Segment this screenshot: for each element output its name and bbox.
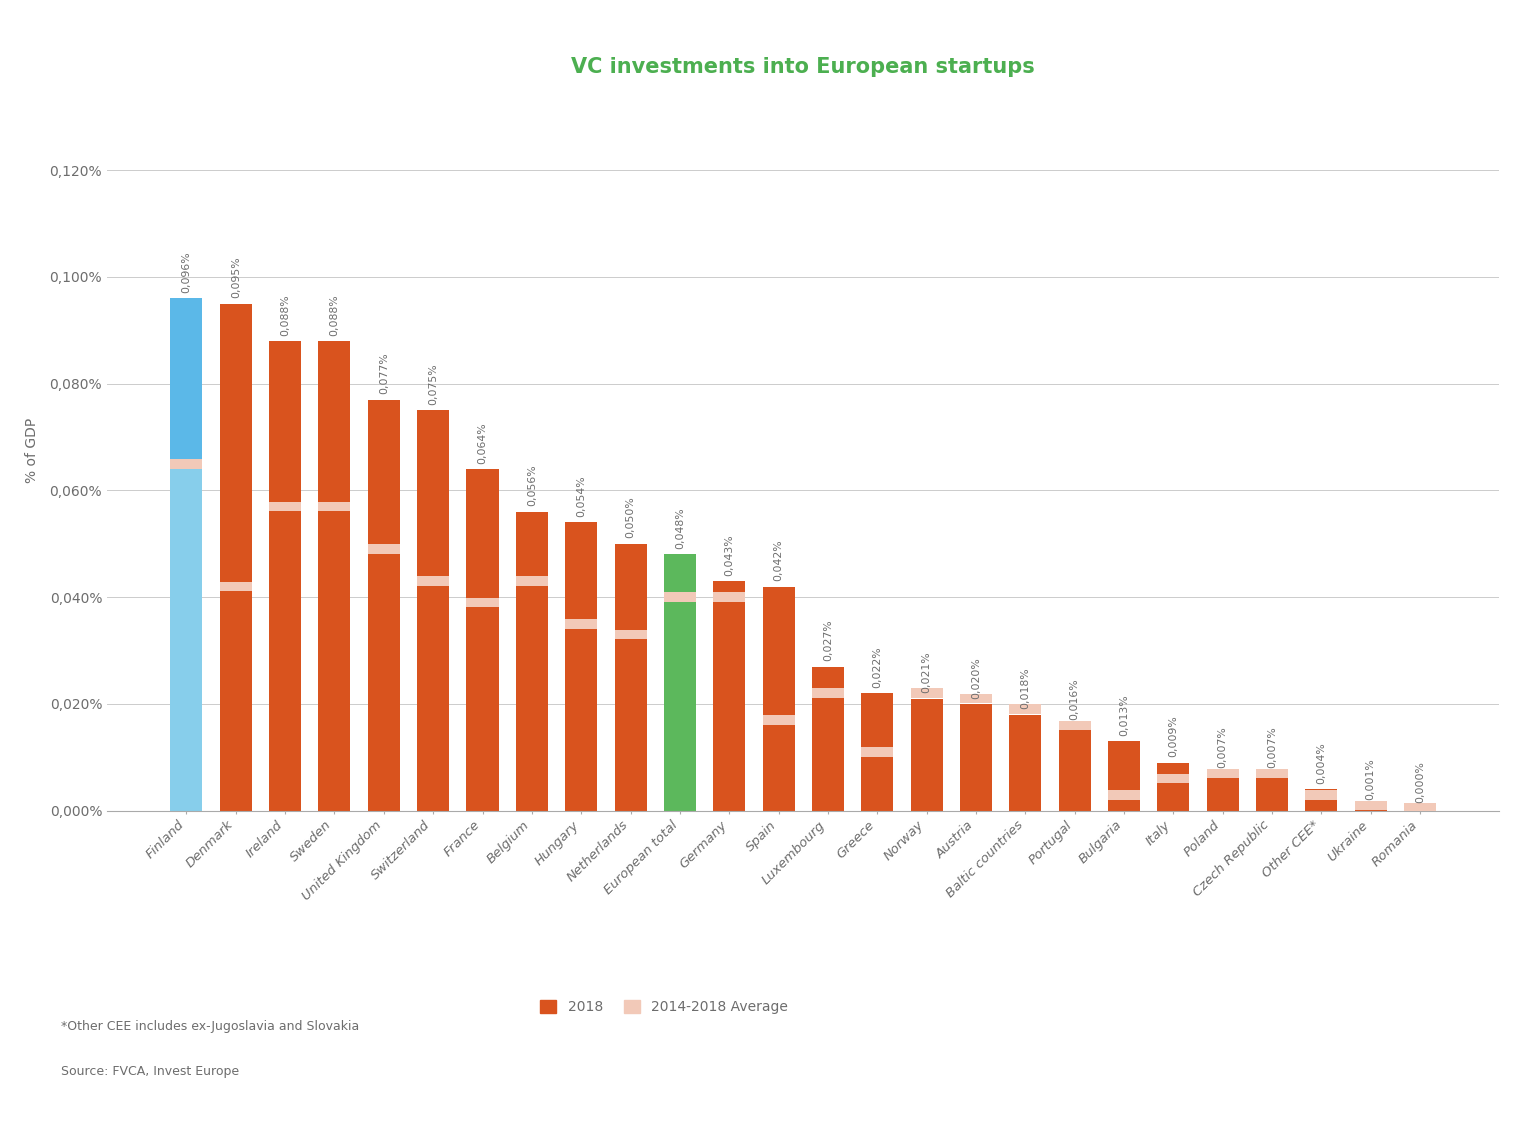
Bar <box>1207 774 1239 811</box>
Bar <box>1157 762 1189 811</box>
Text: 0,027%: 0,027% <box>823 619 832 661</box>
Bar <box>910 688 942 698</box>
Bar <box>565 619 597 628</box>
Bar <box>1354 805 1386 811</box>
Bar <box>516 577 548 586</box>
Bar <box>418 410 450 811</box>
Text: 0,088%: 0,088% <box>280 294 291 336</box>
Text: 0,013%: 0,013% <box>1118 695 1129 736</box>
Bar <box>762 587 794 811</box>
Text: 0,050%: 0,050% <box>626 497 635 538</box>
Bar <box>318 502 350 511</box>
Bar <box>861 748 894 757</box>
Bar <box>1059 725 1091 811</box>
Bar <box>1108 741 1140 811</box>
Bar <box>713 581 745 811</box>
Text: 0,009%: 0,009% <box>1169 716 1178 758</box>
Text: 0,018%: 0,018% <box>1021 668 1030 709</box>
Bar <box>467 470 499 811</box>
Text: 0,020%: 0,020% <box>972 656 981 698</box>
Y-axis label: % of GDP: % of GDP <box>24 418 38 483</box>
Bar <box>910 698 942 811</box>
Text: 0,000%: 0,000% <box>1415 761 1424 803</box>
Title: VC investments into European startups: VC investments into European startups <box>571 57 1036 78</box>
Bar <box>812 667 845 811</box>
Text: 0,064%: 0,064% <box>477 422 488 464</box>
Bar <box>565 522 597 811</box>
Text: 0,007%: 0,007% <box>1267 726 1278 768</box>
Bar <box>959 704 991 811</box>
Text: 0,004%: 0,004% <box>1316 742 1327 784</box>
Bar <box>1157 774 1189 784</box>
Bar <box>318 341 350 811</box>
Bar <box>664 592 696 602</box>
Bar <box>418 577 450 586</box>
Bar <box>615 544 647 811</box>
Bar <box>1256 769 1288 778</box>
Bar <box>1305 790 1337 799</box>
Bar <box>220 304 252 811</box>
Text: Source: FVCA, Invest Europe: Source: FVCA, Invest Europe <box>61 1065 239 1079</box>
Text: 0,022%: 0,022% <box>872 646 883 688</box>
Bar <box>170 464 202 811</box>
Bar <box>1010 705 1042 714</box>
Bar <box>861 694 894 811</box>
Bar <box>762 715 794 725</box>
Bar <box>467 598 499 607</box>
Text: 0,088%: 0,088% <box>329 294 340 336</box>
Bar <box>170 298 202 464</box>
Bar <box>1108 790 1140 799</box>
Text: 0,095%: 0,095% <box>231 257 240 298</box>
Text: 0,048%: 0,048% <box>675 508 685 549</box>
Bar <box>170 459 202 468</box>
Bar <box>959 694 991 704</box>
Bar <box>1305 789 1337 811</box>
Legend: 2018, 2014-2018 Average: 2018, 2014-2018 Average <box>534 995 794 1020</box>
Text: 0,007%: 0,007% <box>1218 726 1227 768</box>
Text: 0,056%: 0,056% <box>526 465 537 507</box>
Bar <box>1354 801 1386 811</box>
Text: 0,096%: 0,096% <box>182 251 191 293</box>
Text: 0,021%: 0,021% <box>921 652 932 694</box>
Bar <box>1256 774 1288 811</box>
Bar <box>1207 769 1239 778</box>
Bar <box>664 554 696 811</box>
Text: 0,042%: 0,042% <box>774 539 783 581</box>
Text: 0,043%: 0,043% <box>724 534 734 575</box>
Text: 0,077%: 0,077% <box>379 352 389 394</box>
Bar <box>812 688 845 698</box>
Bar <box>269 502 301 511</box>
Bar <box>516 512 548 811</box>
Text: 0,016%: 0,016% <box>1069 678 1080 720</box>
Bar <box>367 544 399 554</box>
Bar <box>1010 715 1042 811</box>
Text: 0,075%: 0,075% <box>428 364 438 405</box>
Text: *Other CEE includes ex-Jugoslavia and Slovakia: *Other CEE includes ex-Jugoslavia and Sl… <box>61 1020 360 1034</box>
Text: 0,001%: 0,001% <box>1366 758 1375 801</box>
Bar <box>1059 721 1091 730</box>
Bar <box>269 341 301 811</box>
Bar <box>615 629 647 640</box>
Bar <box>367 400 399 811</box>
Bar <box>220 582 252 591</box>
Bar <box>1405 803 1437 813</box>
Bar <box>1405 808 1437 811</box>
Bar <box>713 592 745 602</box>
Text: 0,054%: 0,054% <box>577 475 586 517</box>
